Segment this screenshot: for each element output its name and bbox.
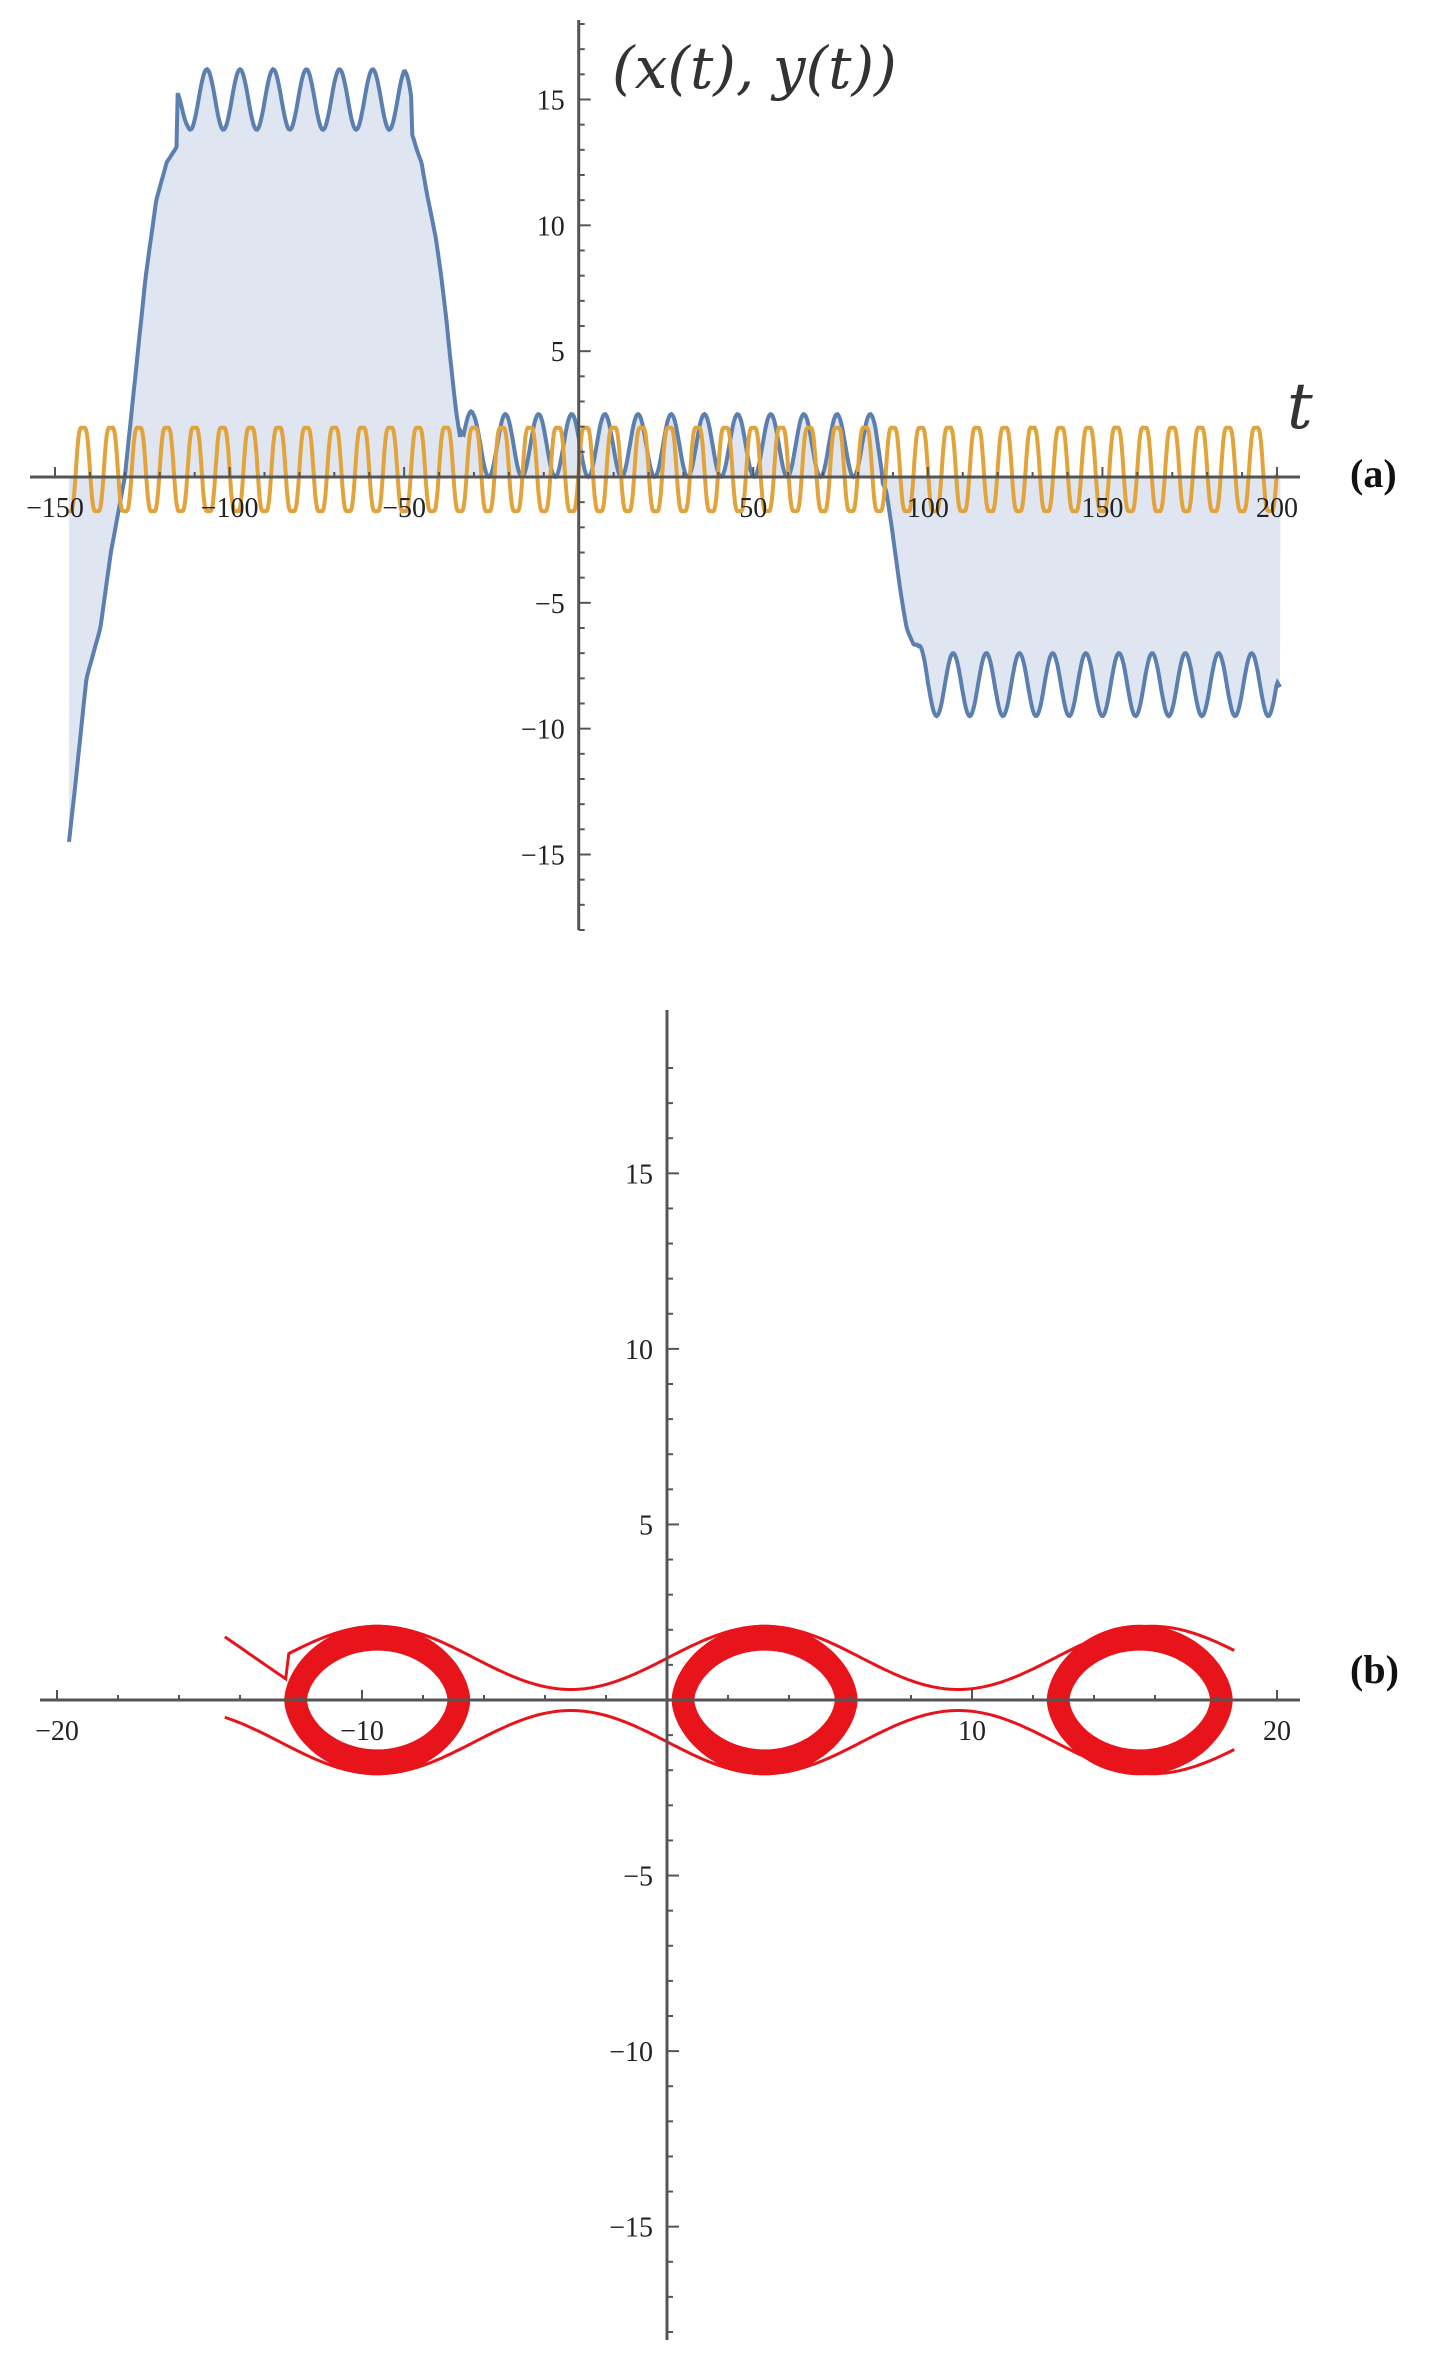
x-series-line	[67, 66, 1282, 843]
x-tick-label: −10	[340, 1716, 384, 1747]
x-tick-label: 10	[958, 1716, 986, 1747]
panel-a-plot: −150 −100 −50 50 100 150 200 −15 −10 −5 5 10 15 (x(t…	[26, 20, 1397, 931]
axis-ticks	[56, 1067, 1278, 2333]
y-tick-label: 15	[537, 86, 565, 117]
y-axis-label: (x(t), y(t))	[612, 34, 897, 102]
x-tick-label: −50	[382, 493, 426, 524]
y-tick-label: −5	[623, 1862, 653, 1893]
x-tick-label: 100	[907, 493, 949, 524]
tick-labels: −20 −10 10 20 −15 −10 −5 5 10 15	[35, 1159, 1291, 2243]
panel-b-plot: −20 −10 10 20 −15 −10 −5 5 10 15 (b)	[35, 1010, 1399, 2340]
panel-label-b: (b)	[1350, 1647, 1399, 1692]
x-tick-label: −100	[201, 493, 259, 524]
x-tick-label: −150	[26, 493, 84, 524]
panel-label-a: (a)	[1350, 451, 1397, 496]
y-tick-label: −15	[609, 2213, 653, 2244]
y-tick-label: 5	[551, 337, 565, 368]
x-tick-label: 200	[1256, 493, 1298, 524]
y-tick-label: 10	[537, 211, 565, 242]
x-tick-label: −20	[35, 1716, 79, 1747]
x-tick-label: 150	[1081, 493, 1123, 524]
y-tick-label: −10	[609, 2037, 653, 2068]
x-tick-label: 20	[1263, 1716, 1291, 1747]
y-tick-label: 10	[625, 1335, 653, 1366]
tick-labels: −150 −100 −50 50 100 150 200 −15 −10 −5 5 10 15	[26, 86, 1298, 872]
x-axis-label: t	[1287, 370, 1313, 444]
y-tick-label: −15	[521, 841, 565, 872]
y-tick-label: −5	[535, 589, 565, 620]
y-series-line	[68, 425, 1279, 514]
axis-ticks	[54, 23, 1278, 931]
y-tick-label: 5	[639, 1510, 653, 1541]
x-tick-label: 50	[739, 493, 767, 524]
y-tick-label: −10	[521, 715, 565, 746]
y-tick-label: 15	[625, 1159, 653, 1190]
